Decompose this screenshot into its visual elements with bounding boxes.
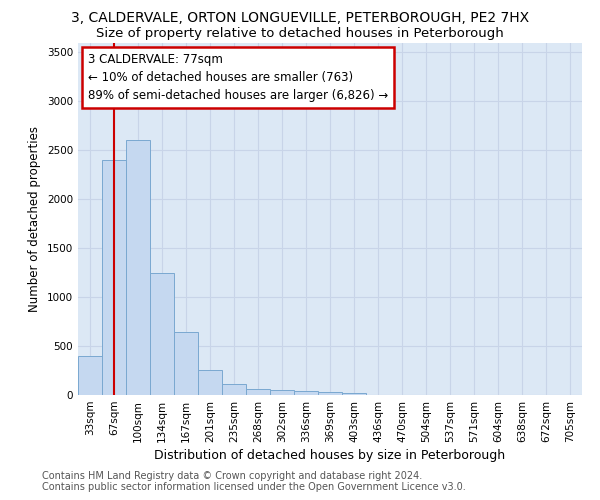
- Y-axis label: Number of detached properties: Number of detached properties: [28, 126, 41, 312]
- Bar: [294, 390, 318, 395]
- Bar: [270, 390, 294, 395]
- Bar: [150, 272, 174, 395]
- Bar: [126, 140, 150, 395]
- Bar: [198, 370, 222, 395]
- Bar: [318, 392, 342, 395]
- Bar: [102, 160, 126, 395]
- Bar: [246, 389, 270, 395]
- Bar: [342, 393, 366, 395]
- Bar: [174, 332, 198, 395]
- Text: Contains HM Land Registry data © Crown copyright and database right 2024.
Contai: Contains HM Land Registry data © Crown c…: [42, 471, 466, 492]
- Bar: [78, 356, 102, 395]
- Text: 3, CALDERVALE, ORTON LONGUEVILLE, PETERBOROUGH, PE2 7HX: 3, CALDERVALE, ORTON LONGUEVILLE, PETERB…: [71, 12, 529, 26]
- Text: Size of property relative to detached houses in Peterborough: Size of property relative to detached ho…: [96, 28, 504, 40]
- Text: 3 CALDERVALE: 77sqm
← 10% of detached houses are smaller (763)
89% of semi-detac: 3 CALDERVALE: 77sqm ← 10% of detached ho…: [88, 53, 388, 102]
- Bar: [222, 384, 246, 395]
- X-axis label: Distribution of detached houses by size in Peterborough: Distribution of detached houses by size …: [154, 449, 506, 462]
